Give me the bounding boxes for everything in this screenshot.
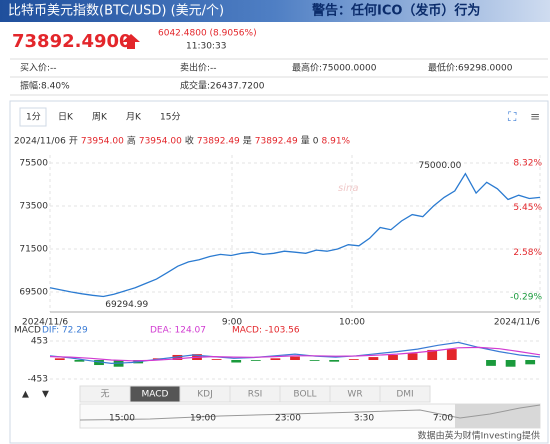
tab[interactable]: 15分	[160, 112, 180, 123]
ohlc-open-label: 开	[69, 136, 78, 147]
navigator-label: 23:00	[275, 414, 301, 424]
info: 最低价:69298.0000	[428, 62, 513, 74]
indicator-tab-bg[interactable]	[379, 385, 431, 403]
x-tick-label: 10:00	[339, 318, 365, 328]
price-line	[49, 172, 541, 298]
indicator-tab[interactable]: WR	[347, 390, 362, 400]
x-tick-label: 2024/11/6	[494, 318, 540, 328]
tab[interactable]: 日K	[58, 112, 74, 123]
tab-active	[19, 107, 47, 127]
dea-line	[49, 346, 541, 362]
ohlc-close: 73892.49	[197, 137, 240, 147]
y2-tick-label: 2.58%	[513, 248, 542, 258]
high-annotation: 75000.00	[418, 161, 461, 171]
footer: 数据由英为财情Investing提供	[418, 430, 540, 442]
indicator-tab[interactable]: MACD	[142, 390, 169, 400]
ohlc-high: 73954.00	[139, 137, 182, 147]
ohlc-avg-label: 是	[243, 136, 252, 147]
change: 6042.4800 (8.9056%)	[158, 29, 257, 39]
indicator-tab[interactable]: BOLL	[293, 390, 316, 400]
navigator-label: 3:30	[354, 414, 374, 424]
warning: 警告：任何ICO（发币）行为	[312, 3, 480, 19]
fullscreen-icon[interactable]: ⛶	[507, 110, 517, 124]
watermark: sina	[338, 183, 358, 194]
tab[interactable]: 月K	[126, 112, 142, 123]
price: 73892.4900	[12, 31, 132, 52]
navigator-label: 19:00	[190, 414, 216, 424]
info: 卖出价:--	[180, 62, 217, 74]
x-tick-label: 2024/11/6	[22, 318, 68, 328]
navigator-label: 15:00	[109, 414, 135, 424]
navigator-line	[79, 404, 541, 421]
ohlc-vol: 0	[313, 137, 319, 147]
macd-tick-label: 453	[31, 337, 48, 347]
info: 振幅:8.40%	[20, 80, 70, 92]
tab[interactable]: 周K	[92, 112, 108, 123]
y2-tick-label: 5.45%	[513, 203, 542, 213]
y-tick-label: 75500	[19, 158, 48, 168]
low-annotation: 69294.99	[105, 300, 148, 310]
chart-panel	[9, 100, 549, 444]
menu-icon[interactable]: ≡	[530, 110, 540, 124]
indicator-tab[interactable]: DMI	[396, 390, 413, 400]
tab[interactable]: 1分	[26, 112, 41, 123]
header-bar	[0, 0, 550, 22]
indicator-tab[interactable]: 无	[100, 389, 109, 400]
indicator-tab[interactable]: KDJ	[197, 390, 213, 400]
macd-label: MACD: -103.56	[232, 326, 300, 336]
ohlc-open: 73954.00	[81, 137, 124, 147]
time: 11:30:33	[186, 42, 226, 52]
y2-tick-label: 8.32%	[513, 158, 542, 168]
macd-tick-label: -453	[28, 375, 48, 385]
y-tick-label: 71500	[19, 245, 48, 255]
ohlc-date: 2024/11/06	[14, 137, 66, 147]
ohlc-pct: 8.91%	[322, 137, 351, 147]
ohlc-avg: 73892.49	[255, 137, 298, 147]
title: 比特币美元指数(BTC/USD) (美元/个)	[8, 4, 224, 19]
ohlc-high-label: 高	[127, 135, 136, 147]
info: 最高价:75000.0000	[292, 62, 377, 74]
ohlc-close-label: 收	[185, 135, 194, 147]
y-tick-label: 69500	[19, 288, 48, 298]
dif-line	[49, 341, 541, 365]
y-tick-label: 73500	[19, 201, 48, 211]
info: 成交量:26437.7200	[180, 80, 265, 92]
dea-label: DEA: 124.07	[150, 326, 206, 336]
scroll-right[interactable]: ▼	[42, 390, 49, 400]
y2-tick-label: -0.29%	[510, 293, 542, 303]
dif-label: DIF: 72.29	[42, 326, 88, 336]
scroll-left[interactable]: ▲	[22, 390, 29, 400]
navigator-window[interactable]	[455, 404, 540, 428]
navigator-label: 7:00	[433, 414, 453, 424]
up-arrow	[122, 34, 140, 49]
x-tick-label: 9:00	[222, 318, 242, 328]
indicator-tab[interactable]: RSI	[248, 390, 263, 400]
info: 买入价:--	[20, 63, 57, 74]
macd-title: MACD	[14, 326, 41, 336]
ohlc-vol-label: 量	[301, 136, 310, 147]
